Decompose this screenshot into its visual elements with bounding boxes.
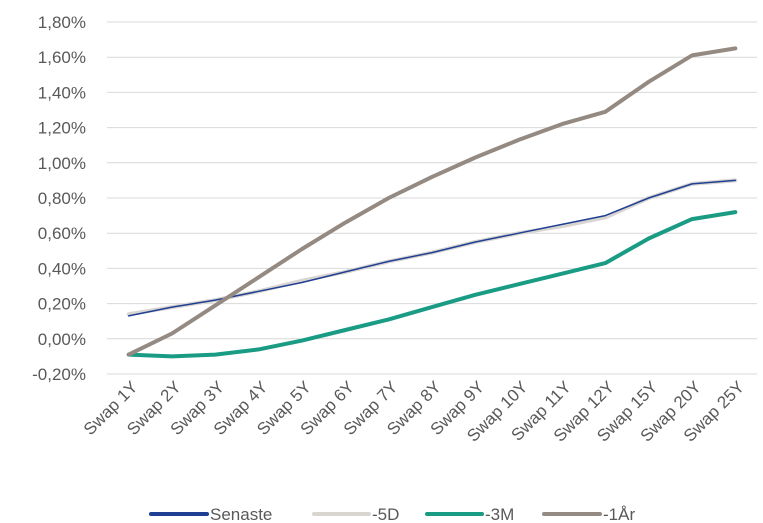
y-tick-label: 1,80%	[38, 13, 86, 32]
y-axis-tick-labels: 1,80% 1,60% 1,40% 1,20% 1,00% 0,80% 0,60% 0,40%…	[32, 13, 86, 384]
y-tick-label: 0,60%	[38, 224, 86, 243]
legend: Senaste -5D -3M -1År	[149, 505, 635, 523]
series-line-3m	[126, 210, 738, 359]
series-lines	[126, 46, 738, 359]
y-tick-label: -0,20%	[32, 365, 86, 384]
legend-label: Senaste	[210, 505, 272, 523]
y-tick-label: 0,20%	[38, 295, 86, 314]
y-tick-label: 0,80%	[38, 189, 86, 208]
legend-label: -1År	[603, 505, 635, 523]
legend-label: -5D	[372, 505, 399, 523]
y-tick-label: 0,40%	[38, 259, 86, 278]
series-line-1r	[126, 46, 738, 357]
y-tick-label: 1,20%	[38, 119, 86, 138]
gridlines	[107, 21, 757, 375]
legend-label: -3M	[485, 505, 514, 523]
y-tick-label: 1,40%	[38, 83, 86, 102]
y-tick-label: 1,00%	[38, 154, 86, 173]
y-tick-label: 0,00%	[38, 330, 86, 349]
y-tick-label: 1,60%	[38, 48, 86, 67]
